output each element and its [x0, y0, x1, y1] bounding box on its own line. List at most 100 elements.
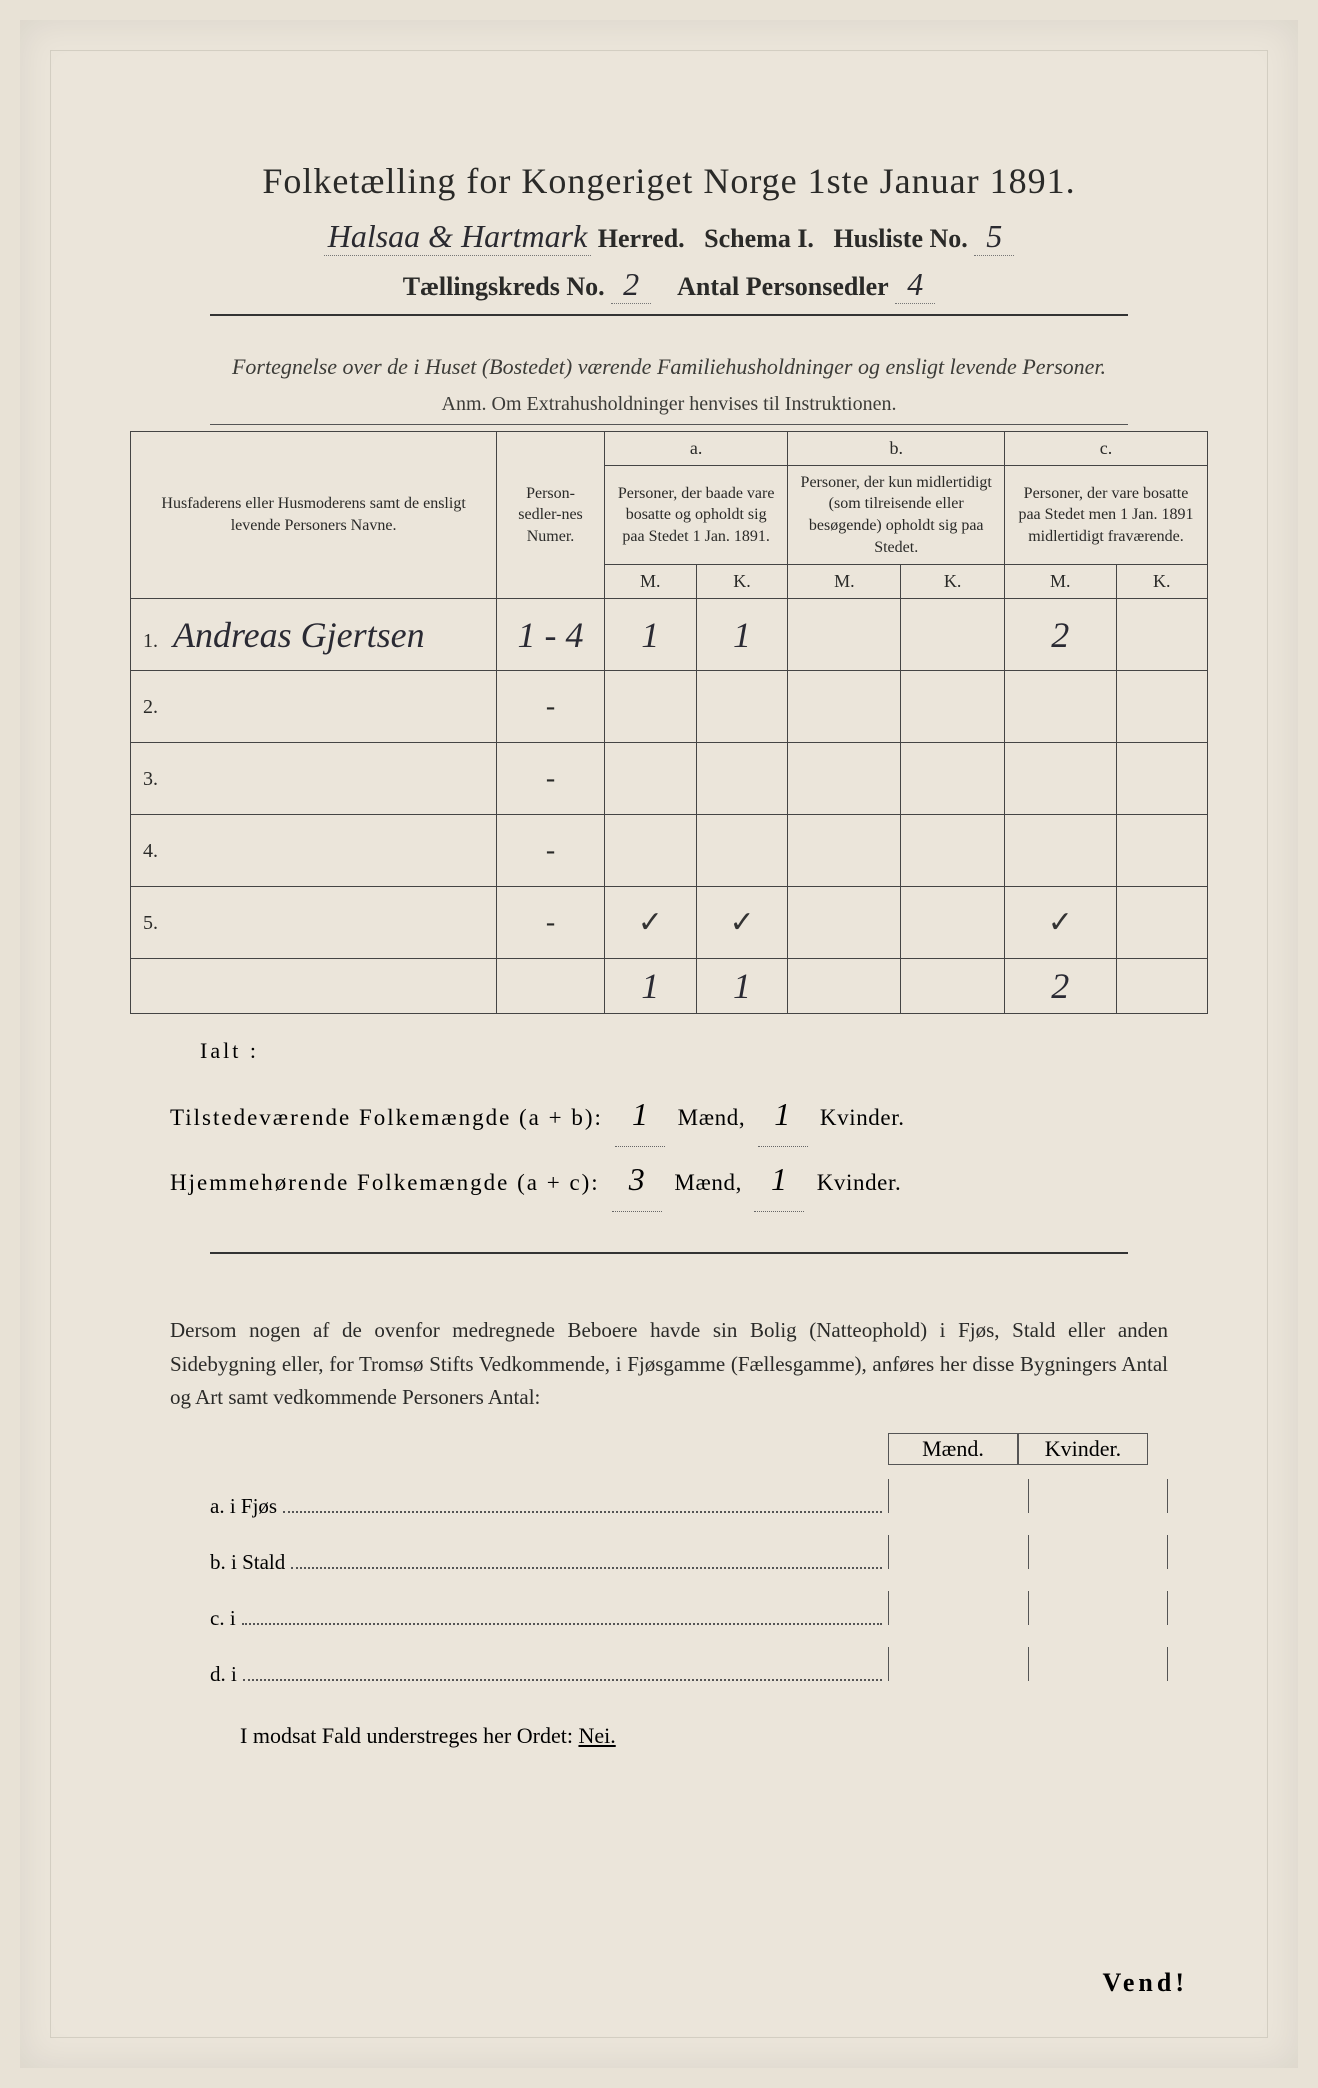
row-num: 2.: [143, 696, 167, 719]
sum-a-m: 1: [641, 966, 659, 1006]
col-a-label: a.: [604, 431, 788, 465]
census-table: Husfaderens eller Husmoderens samt de en…: [130, 431, 1208, 1014]
totals-maend: Mænd,: [674, 1170, 742, 1195]
c-k: K.: [1116, 565, 1207, 599]
cell: 2: [1051, 615, 1069, 655]
header-line-1: Halsaa & Hartmark Herred. Schema I. Husl…: [130, 218, 1208, 256]
mk-header: Mænd. Kvinder.: [130, 1433, 1148, 1465]
header-line-2: Tællingskreds No. 2 Antal Personsedler 4: [130, 266, 1208, 304]
mk-boxes: [888, 1479, 1168, 1513]
schema-label: Schema I.: [704, 224, 814, 253]
totals-kvinder: Kvinder.: [817, 1170, 902, 1195]
row-num: 5.: [143, 912, 167, 935]
totals-2-m: 3: [612, 1147, 662, 1212]
instruction-text: Fortegnelse over de i Huset (Bostedet) v…: [130, 352, 1208, 383]
nei-text: I modsat Fald understreges her Ordet:: [240, 1723, 573, 1748]
list-item: d. i: [210, 1647, 1168, 1687]
table-row: 2. -: [131, 671, 1208, 743]
divider: [210, 1252, 1128, 1254]
census-form-page: Folketælling for Kongeriget Norge 1ste J…: [20, 20, 1298, 2068]
building-list: a. i Fjøs b. i Stald c. i d. i: [210, 1479, 1168, 1687]
antal-no: 4: [895, 266, 935, 304]
vend-label: Vend!: [1102, 1968, 1188, 1998]
dots-icon: [291, 1548, 882, 1569]
col-c-label: c.: [1004, 431, 1207, 465]
nei-line: I modsat Fald understreges her Ordet: Ne…: [240, 1723, 1208, 1749]
list-label: b. i Stald: [210, 1550, 285, 1575]
totals-line-1: Tilstedeværende Folkemængde (a + b): 1 M…: [170, 1082, 1168, 1147]
row-num: 4.: [143, 840, 167, 863]
row-sedler: -: [497, 887, 605, 959]
row-num: 3.: [143, 768, 167, 791]
check-icon: ✓: [1048, 906, 1073, 939]
mk-m: Mænd.: [888, 1434, 1018, 1464]
col-a-text: Personer, der baade vare bosatte og opho…: [604, 465, 788, 564]
totals-1-m: 1: [615, 1082, 665, 1147]
herred-handwritten: Halsaa & Hartmark: [324, 218, 592, 256]
check-icon: ✓: [638, 906, 663, 939]
table-header-group-row: Husfaderens eller Husmoderens samt de en…: [131, 431, 1208, 465]
row-num: 1.: [143, 630, 167, 653]
totals-2-k: 1: [754, 1147, 804, 1212]
a-k: K.: [696, 565, 788, 599]
col-c-text: Personer, der vare bosatte paa Stedet me…: [1004, 465, 1207, 564]
totals-2-label: Hjemmehørende Folkemængde (a + c):: [170, 1170, 600, 1195]
col-names: Husfaderens eller Husmoderens samt de en…: [131, 431, 497, 598]
dots-icon: [243, 1660, 882, 1681]
totals-1-label: Tilstedeværende Folkemængde (a + b):: [170, 1105, 603, 1130]
kreds-no: 2: [611, 266, 651, 304]
totals-maend: Mænd,: [678, 1105, 746, 1130]
table-row: 3. -: [131, 743, 1208, 815]
mk-boxes: [888, 1591, 1168, 1625]
table-row: 4. -: [131, 815, 1208, 887]
row-sedler: -: [497, 743, 605, 815]
husliste-no: 5: [974, 218, 1014, 256]
building-paragraph: Dersom nogen af de ovenfor medregnede Be…: [170, 1314, 1168, 1415]
dots-icon: [283, 1492, 882, 1513]
totals-1-k: 1: [758, 1082, 808, 1147]
row-sedler: -: [497, 815, 605, 887]
mk-k: Kvinder.: [1018, 1434, 1148, 1464]
check-icon: ✓: [729, 906, 754, 939]
table-row: 1. Andreas Gjertsen 1 - 4 1 1 2: [131, 599, 1208, 671]
b-m: M.: [788, 565, 901, 599]
a-m: M.: [604, 565, 696, 599]
herred-label: Herred.: [598, 224, 685, 253]
totals-line-2: Hjemmehørende Folkemængde (a + c): 3 Mæn…: [170, 1147, 1168, 1212]
sum-a-k: 1: [733, 966, 751, 1006]
divider: [210, 314, 1128, 316]
list-item: a. i Fjøs: [210, 1479, 1168, 1519]
sum-c-m: 2: [1051, 966, 1069, 1006]
antal-label: Antal Personsedler: [677, 272, 889, 301]
divider-thin: [210, 424, 1128, 425]
kreds-label: Tællingskreds No.: [403, 272, 605, 301]
list-label: c. i: [210, 1606, 236, 1631]
totals-block: Tilstedeværende Folkemængde (a + b): 1 M…: [170, 1082, 1168, 1212]
cell: 1: [641, 615, 659, 655]
paragraph-text: Dersom nogen af de ovenfor medregnede Be…: [170, 1318, 1168, 1409]
col-b-text: Personer, der kun midlertidigt (som tilr…: [788, 465, 1005, 564]
nei-word: Nei.: [578, 1723, 615, 1748]
table-row: 5. - ✓ ✓ ✓: [131, 887, 1208, 959]
list-label: d. i: [210, 1662, 237, 1687]
list-item: b. i Stald: [210, 1535, 1168, 1575]
c-m: M.: [1004, 565, 1116, 599]
b-k: K.: [901, 565, 1005, 599]
mk-boxes: [888, 1535, 1168, 1569]
cell: 1: [733, 615, 751, 655]
totals-kvinder: Kvinder.: [820, 1105, 905, 1130]
row-sedler: 1 - 4: [518, 615, 584, 655]
table-sum-row: 1 1 2: [131, 959, 1208, 1014]
col-b-label: b.: [788, 431, 1005, 465]
row-sedler: -: [497, 671, 605, 743]
row-name: Andreas Gjertsen: [173, 615, 425, 655]
ialt-label: Ialt :: [200, 1038, 1208, 1064]
anm-text: Anm. Om Extrahusholdninger henvises til …: [130, 393, 1208, 416]
page-title: Folketælling for Kongeriget Norge 1ste J…: [130, 160, 1208, 202]
dots-icon: [242, 1604, 882, 1625]
mk-boxes: [888, 1647, 1168, 1681]
list-item: c. i: [210, 1591, 1168, 1631]
list-label: a. i Fjøs: [210, 1494, 277, 1519]
husliste-label: Husliste No.: [833, 224, 967, 253]
col-sedler: Person-sedler-nes Numer.: [497, 431, 605, 598]
